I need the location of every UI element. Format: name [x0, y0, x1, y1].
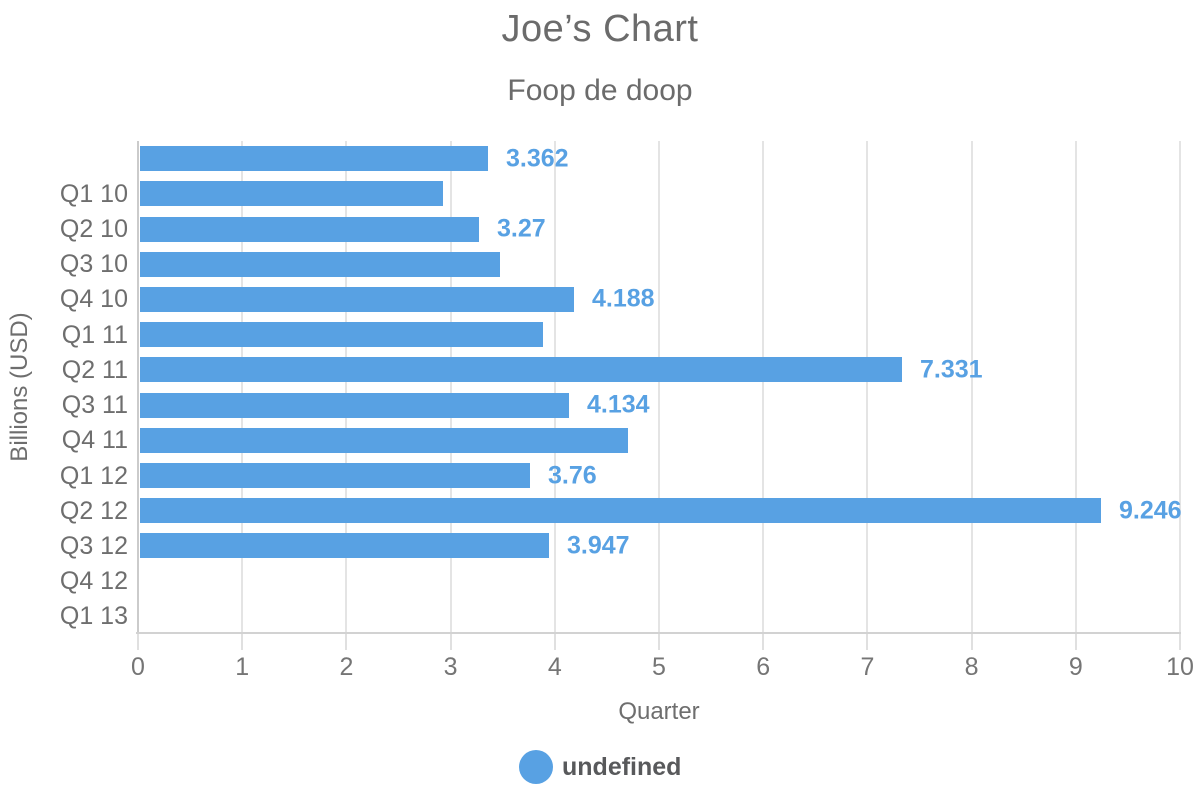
bar[interactable]	[140, 393, 569, 418]
legend-item-label: undefined	[562, 752, 682, 781]
bar-value-label: 4.188	[592, 284, 655, 313]
y-axis-title: Billions (USD)	[6, 312, 33, 462]
x-axis-tick	[970, 634, 973, 650]
x-axis-tick	[553, 634, 556, 650]
gridline	[1074, 141, 1077, 634]
x-tick-label: 1	[235, 653, 250, 681]
bar[interactable]	[140, 181, 443, 206]
legend: undefined	[519, 750, 681, 784]
y-category-label: Q4 10	[59, 285, 128, 313]
x-axis-tick	[345, 634, 348, 650]
bar[interactable]	[140, 498, 1101, 523]
y-category-label: Q3 11	[61, 391, 128, 419]
bar-value-label: 3.27	[497, 214, 546, 243]
gridline	[137, 141, 139, 634]
x-axis-line	[136, 632, 1181, 634]
x-axis-tick	[658, 634, 660, 650]
bar[interactable]	[140, 357, 902, 382]
x-tick-label: 4	[547, 653, 562, 681]
x-axis-tick	[1179, 634, 1181, 650]
y-category-label: Q4 12	[59, 567, 128, 595]
bar-value-label: 3.947	[567, 531, 630, 560]
legend-swatch-icon	[519, 750, 553, 784]
gridline	[658, 141, 660, 634]
bar[interactable]	[140, 463, 530, 488]
bar[interactable]	[140, 252, 500, 277]
y-category-label: Q3 10	[59, 250, 128, 278]
gridline	[1179, 141, 1181, 634]
bar-value-label: 3.76	[548, 461, 597, 490]
x-tick-label: 2	[339, 653, 354, 681]
y-category-label: Q1 10	[59, 180, 128, 208]
y-category-label: Q1 13	[59, 602, 128, 630]
x-axis-tick	[762, 634, 765, 650]
gridline	[449, 141, 452, 634]
chart-title: Joe’s Chart	[501, 8, 699, 50]
bar[interactable]	[140, 322, 543, 347]
y-category-label: Q1 12	[59, 462, 128, 490]
x-tick-label: 3	[443, 653, 458, 681]
y-category-label: Q1 11	[61, 321, 128, 349]
chart-subtitle: Foop de doop	[507, 74, 693, 107]
legend-item[interactable]: undefined	[519, 750, 681, 784]
gridline	[345, 141, 348, 634]
x-axis-tick	[241, 634, 244, 650]
x-tick-label: 5	[652, 653, 666, 681]
x-axis-tick	[137, 634, 139, 650]
bar[interactable]	[140, 428, 628, 453]
bar-value-label: 7.331	[920, 355, 983, 384]
bar-value-label: 3.362	[506, 144, 569, 173]
x-tick-label: 6	[756, 653, 771, 681]
gridline	[553, 141, 556, 634]
y-category-label: Q2 10	[59, 215, 128, 243]
bar[interactable]	[140, 533, 549, 558]
x-axis-tick	[449, 634, 452, 650]
y-category-label: Q2 11	[61, 356, 128, 384]
x-tick-label: 9	[1068, 653, 1083, 681]
y-category-label: Q3 12	[59, 532, 128, 560]
bar[interactable]	[140, 146, 488, 171]
x-axis-title: Quarter	[618, 698, 700, 725]
bar-value-label: 9.246	[1119, 496, 1182, 525]
x-axis-tick	[866, 634, 869, 650]
x-tick-label: 8	[964, 653, 979, 681]
gridline	[762, 141, 765, 634]
y-category-label: Q2 12	[59, 497, 128, 525]
gridline	[241, 141, 244, 634]
x-tick-label: 10	[1166, 653, 1194, 681]
x-axis-tick	[1074, 634, 1077, 650]
gridline	[970, 141, 973, 634]
bar-value-label: 4.134	[587, 390, 650, 419]
bar[interactable]	[140, 217, 479, 242]
gridline	[866, 141, 869, 634]
x-tick-label: 7	[860, 653, 875, 681]
bar[interactable]	[140, 287, 574, 312]
y-category-label: Q4 11	[61, 426, 128, 454]
x-tick-label: 0	[131, 653, 145, 681]
